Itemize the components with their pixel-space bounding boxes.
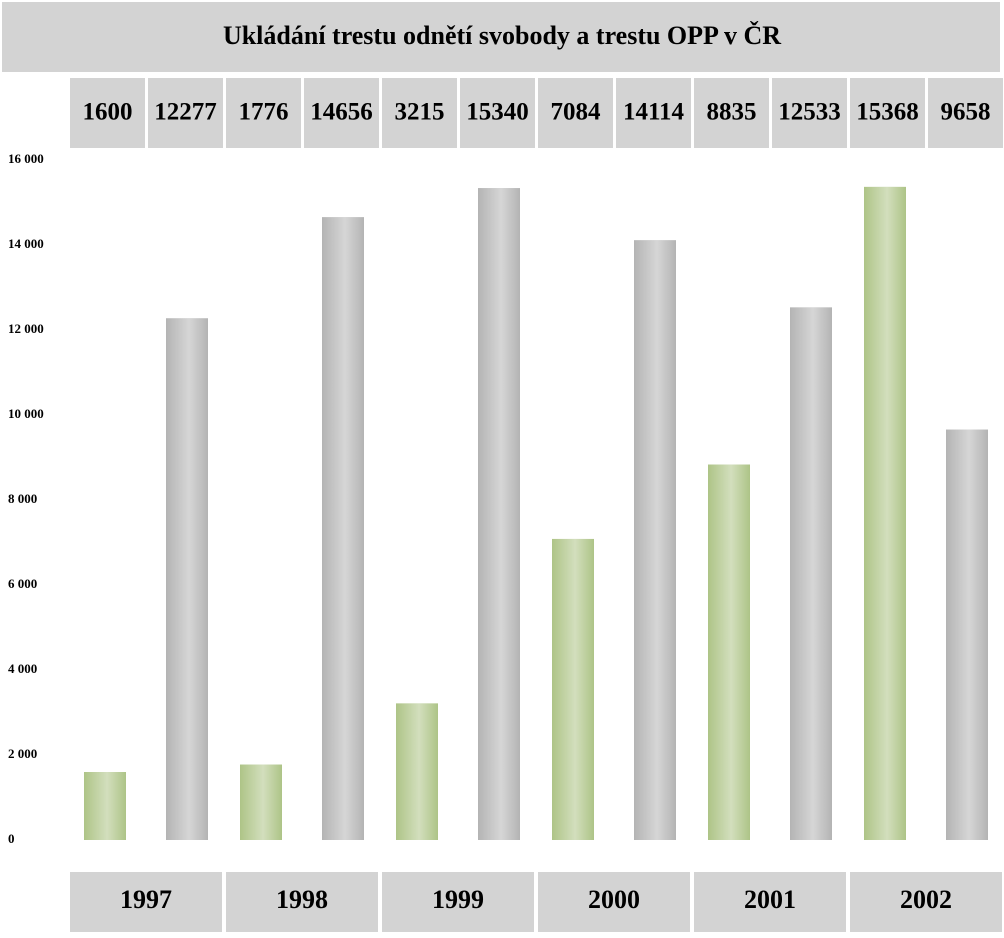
y-tick-label: 10 000 (8, 406, 44, 421)
title-cell (2, 2, 1000, 72)
x-tick-label: 1999 (432, 885, 484, 914)
value-label: 14114 (623, 99, 685, 126)
value-cell (538, 78, 613, 148)
y-tick-label: 4 000 (8, 661, 37, 676)
x-tick-label: 2001 (744, 885, 796, 914)
category-cell (226, 872, 378, 932)
bar-shine (552, 538, 594, 840)
value-label: 3215 (395, 99, 445, 126)
y-tick-label: 0 (8, 831, 15, 846)
chart-title: Ukládání trestu odnětí svobody a trestu … (223, 21, 781, 50)
value-label: 7084 (551, 99, 602, 126)
bar-shine (946, 429, 988, 840)
value-cell (694, 78, 769, 148)
x-tick-label: 1998 (276, 885, 328, 914)
y-tick-label: 8 000 (8, 491, 37, 506)
bar-shine (864, 186, 906, 841)
value-cell (70, 78, 145, 148)
value-cell (226, 78, 301, 148)
bar-shine (478, 188, 520, 841)
value-cell (148, 78, 223, 148)
y-tick-label: 2 000 (8, 746, 37, 761)
value-cell (616, 78, 691, 148)
value-label: 1776 (239, 99, 289, 126)
bar-shine (322, 217, 364, 840)
x-tick-label: 1997 (120, 885, 172, 914)
bar-shine (84, 772, 126, 840)
category-cell (538, 872, 690, 932)
value-cell (460, 78, 535, 148)
value-label: 15340 (466, 99, 529, 126)
category-cell (850, 872, 1002, 932)
x-tick-label: 2002 (900, 885, 952, 914)
value-label: 1600 (83, 99, 133, 126)
bar-shine (396, 703, 438, 840)
x-tick-label: 2000 (588, 885, 640, 914)
y-tick-label: 6 000 (8, 576, 37, 591)
value-label: 12277 (154, 99, 217, 126)
bar-shine (790, 307, 832, 840)
value-cell (382, 78, 457, 148)
value-cell (928, 78, 1003, 148)
category-cell (382, 872, 534, 932)
y-tick-label: 14 000 (8, 236, 44, 251)
bar-shine (634, 240, 676, 840)
value-label: 14656 (310, 99, 373, 126)
value-label: 9658 (941, 99, 991, 126)
value-cell (304, 78, 379, 148)
bar-shine (708, 464, 750, 840)
value-cell (850, 78, 925, 148)
y-tick-label: 16 000 (8, 151, 44, 166)
category-cell (70, 872, 222, 932)
bar-shine (240, 764, 282, 840)
value-label: 8835 (707, 99, 757, 126)
value-label: 15368 (856, 99, 919, 126)
value-cell (772, 78, 847, 148)
value-label: 12533 (778, 99, 841, 126)
bar-shine (166, 318, 208, 840)
category-cell (694, 872, 846, 932)
y-tick-label: 12 000 (8, 321, 44, 336)
